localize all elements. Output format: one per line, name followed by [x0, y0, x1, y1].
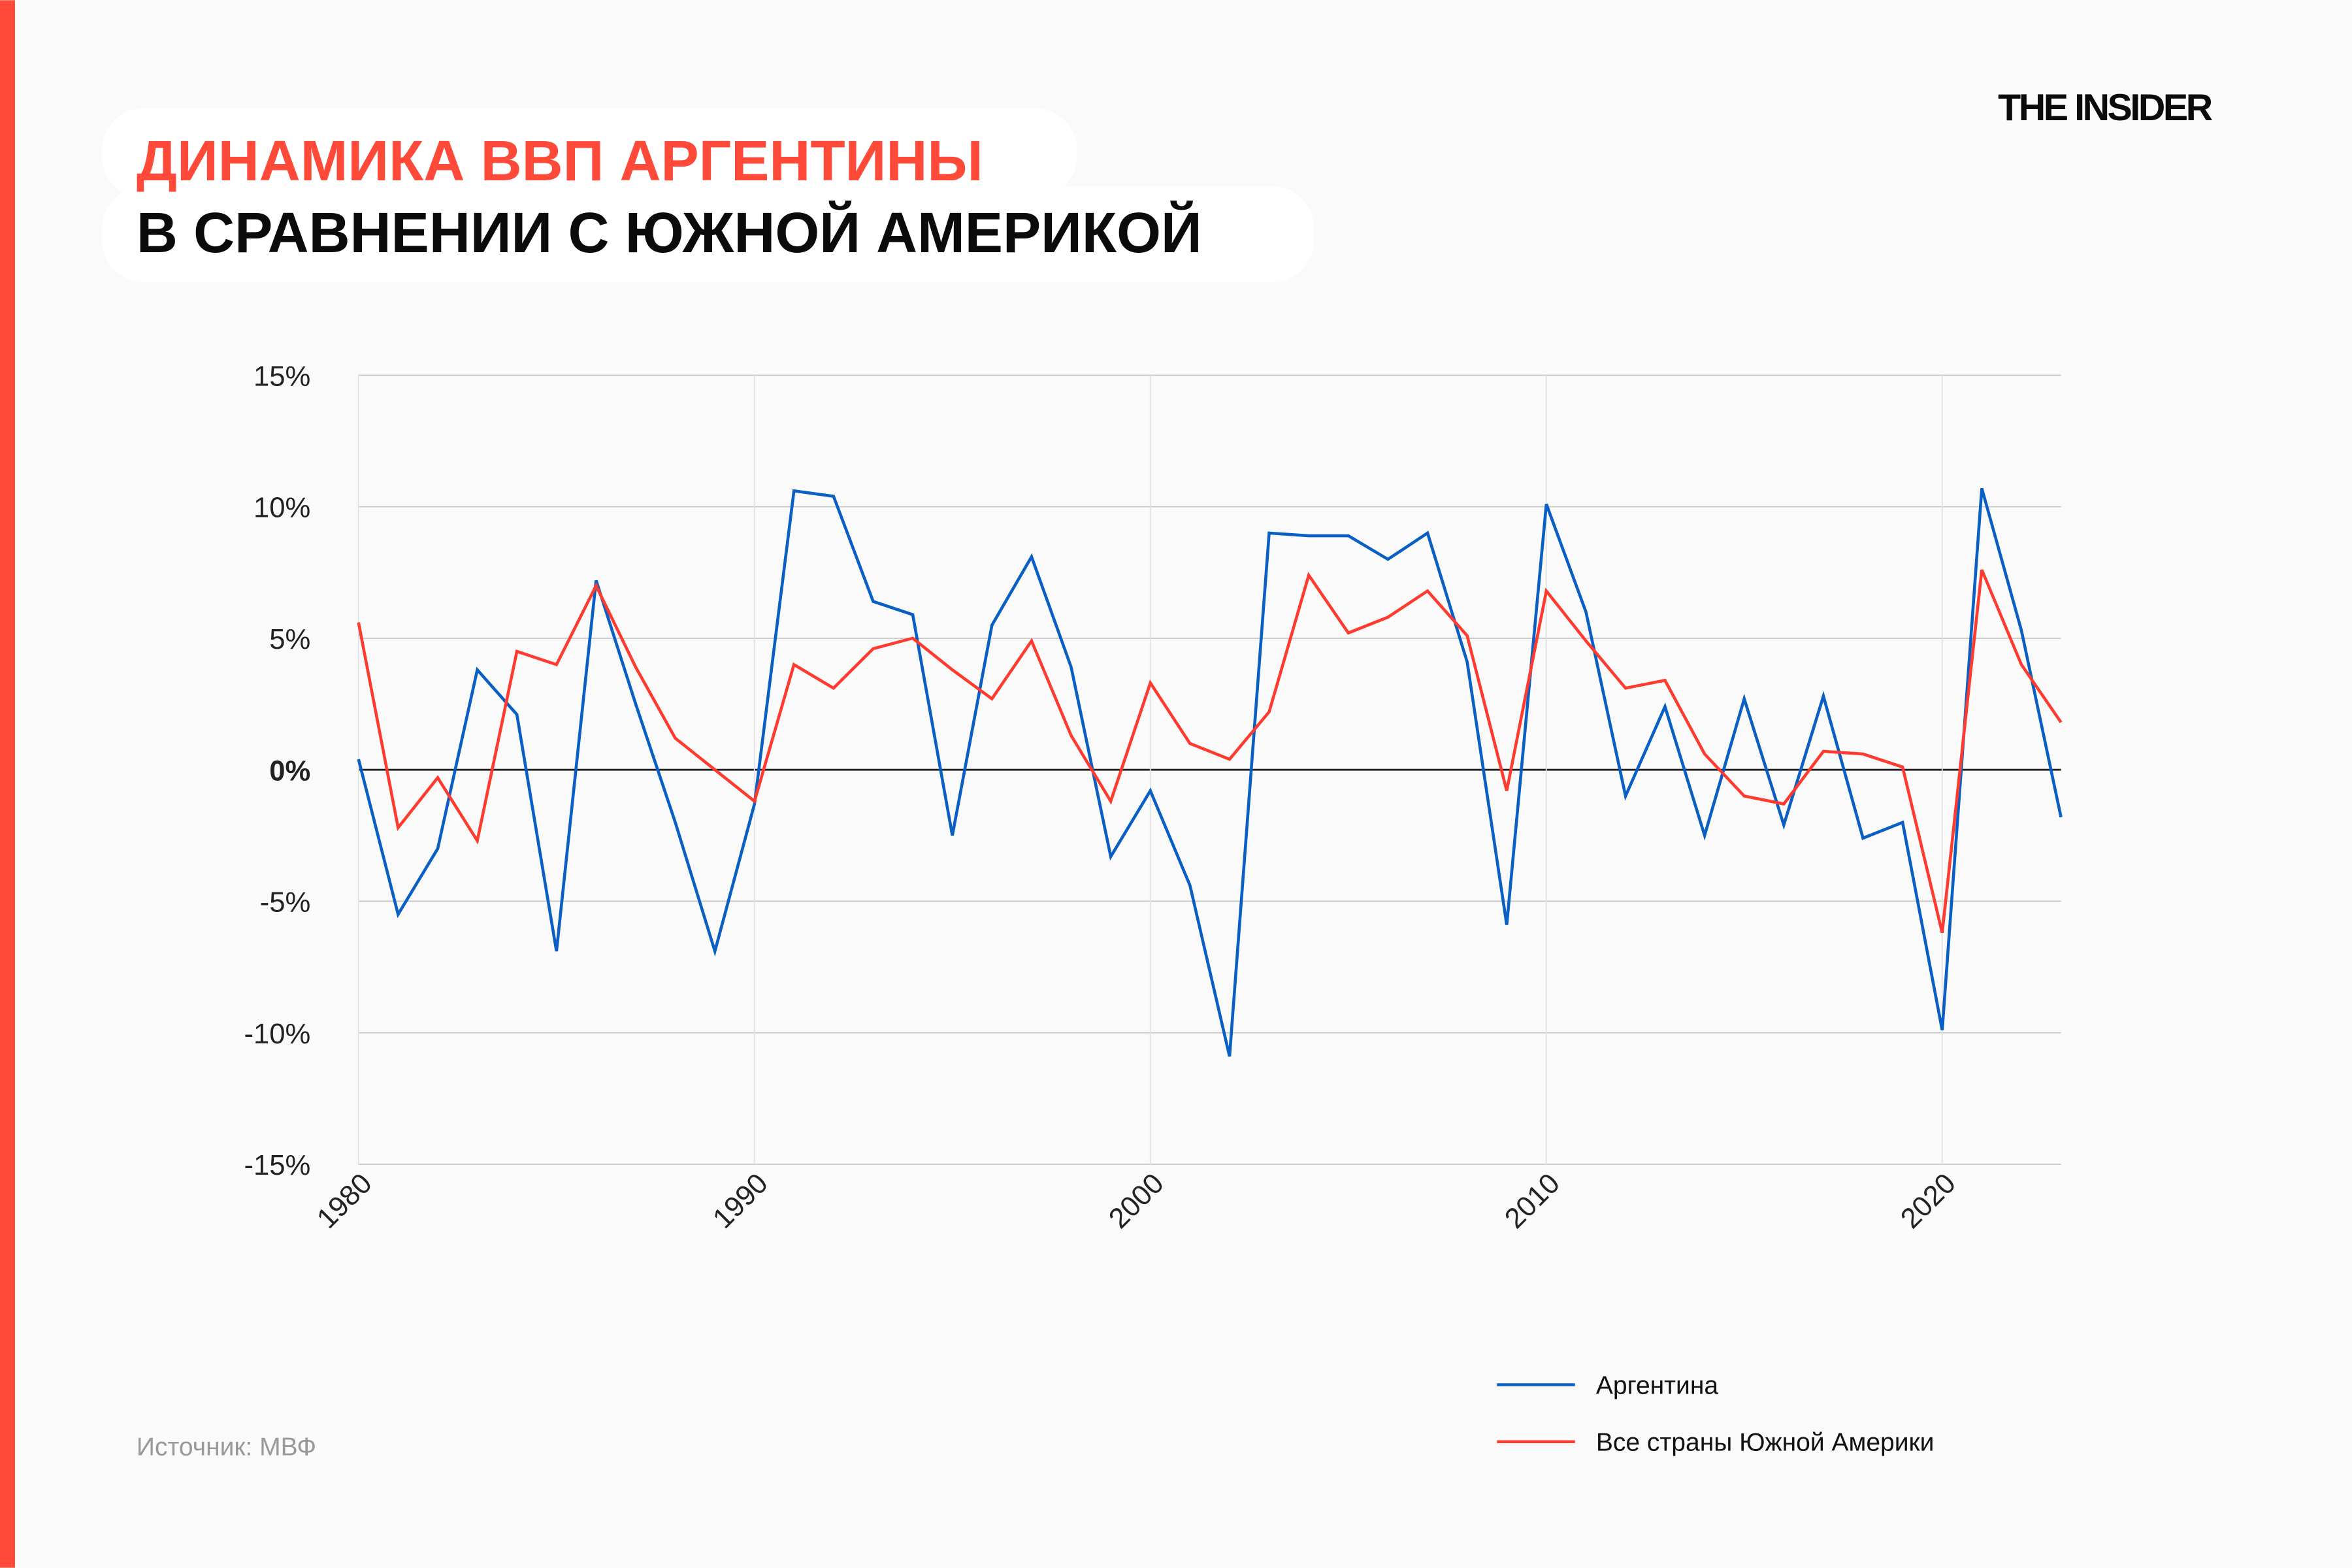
logo: THE INSIDER [1998, 87, 2213, 129]
legend-label-argentina: Аргентина [1596, 1371, 1719, 1399]
y-tick-label: -10% [244, 1019, 310, 1050]
y-tick-label: -5% [260, 887, 311, 919]
y-axis: 15% 10% 5% 0% -5% -10% -15% [244, 361, 310, 1181]
title-bg-2 [102, 186, 1315, 283]
y-tick-label: 5% [269, 624, 310, 655]
title-bg-1 [102, 108, 1077, 199]
source-note: Источник: МВФ [137, 1433, 316, 1461]
series-line-south-america [357, 569, 2063, 934]
y-tick-label: -15% [244, 1150, 310, 1181]
chart-title-line1: ДИНАМИКА ВВП АРГЕНТИНЫ [137, 129, 983, 193]
legend-label-south-america: Все страны Южной Америки [1596, 1429, 1935, 1457]
accent-bar [0, 0, 15, 1568]
series-lines [357, 487, 2063, 1057]
legend: Аргентина Все страны Южной Америки [1497, 1371, 1935, 1457]
y-tick-label: 15% [253, 361, 310, 392]
y-tick-label: 0% [269, 755, 310, 787]
y-tick-label: 10% [253, 493, 310, 524]
chart-title-line2: В СРАВНЕНИИ С ЮЖНОЙ АМЕРИКОЙ [137, 201, 1202, 265]
